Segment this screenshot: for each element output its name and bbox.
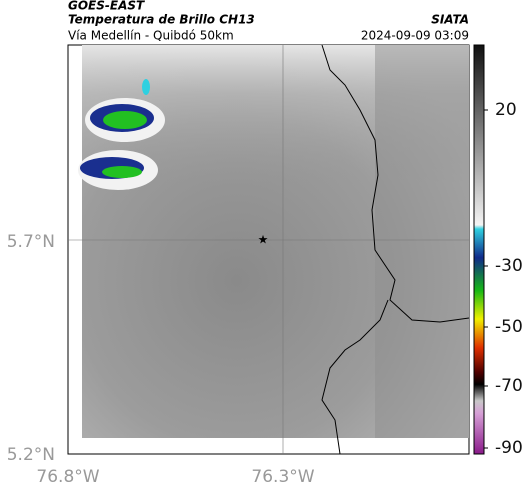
colorbar-scale: [473, 44, 485, 455]
datetime: 2024-09-09 03:09: [361, 29, 469, 43]
cloud: [102, 166, 142, 178]
colorbar-tick-label: -90: [495, 438, 523, 458]
source: GOES-EAST: [68, 0, 145, 13]
colorbar-tick-label: -50: [495, 317, 523, 337]
colorbar-tick-label: 20: [495, 100, 517, 120]
colorbar-tick-label: -30: [495, 256, 523, 276]
boundary: [321, 44, 470, 323]
lon-label: 76.8°W: [36, 467, 99, 487]
cloud: [142, 79, 150, 95]
title: Temperatura de Brillo CH13: [68, 13, 255, 27]
map: ★: [67, 44, 470, 455]
org: SIATA: [431, 13, 469, 27]
cloud: [103, 111, 147, 129]
lon-label: 76.3°W: [251, 467, 314, 487]
lat-label: 5.2°N: [7, 445, 55, 465]
colorbar: 20 -30 -50 -70 -90: [473, 44, 523, 458]
lat-label: 5.7°N: [7, 232, 55, 252]
colorbar-tick-label: -70: [495, 376, 523, 396]
imagery-east: [375, 45, 469, 438]
subtitle: Vía Medellín - Quibdó 50km: [68, 29, 234, 43]
boundary: [321, 299, 389, 455]
location-marker: ★: [258, 233, 269, 247]
